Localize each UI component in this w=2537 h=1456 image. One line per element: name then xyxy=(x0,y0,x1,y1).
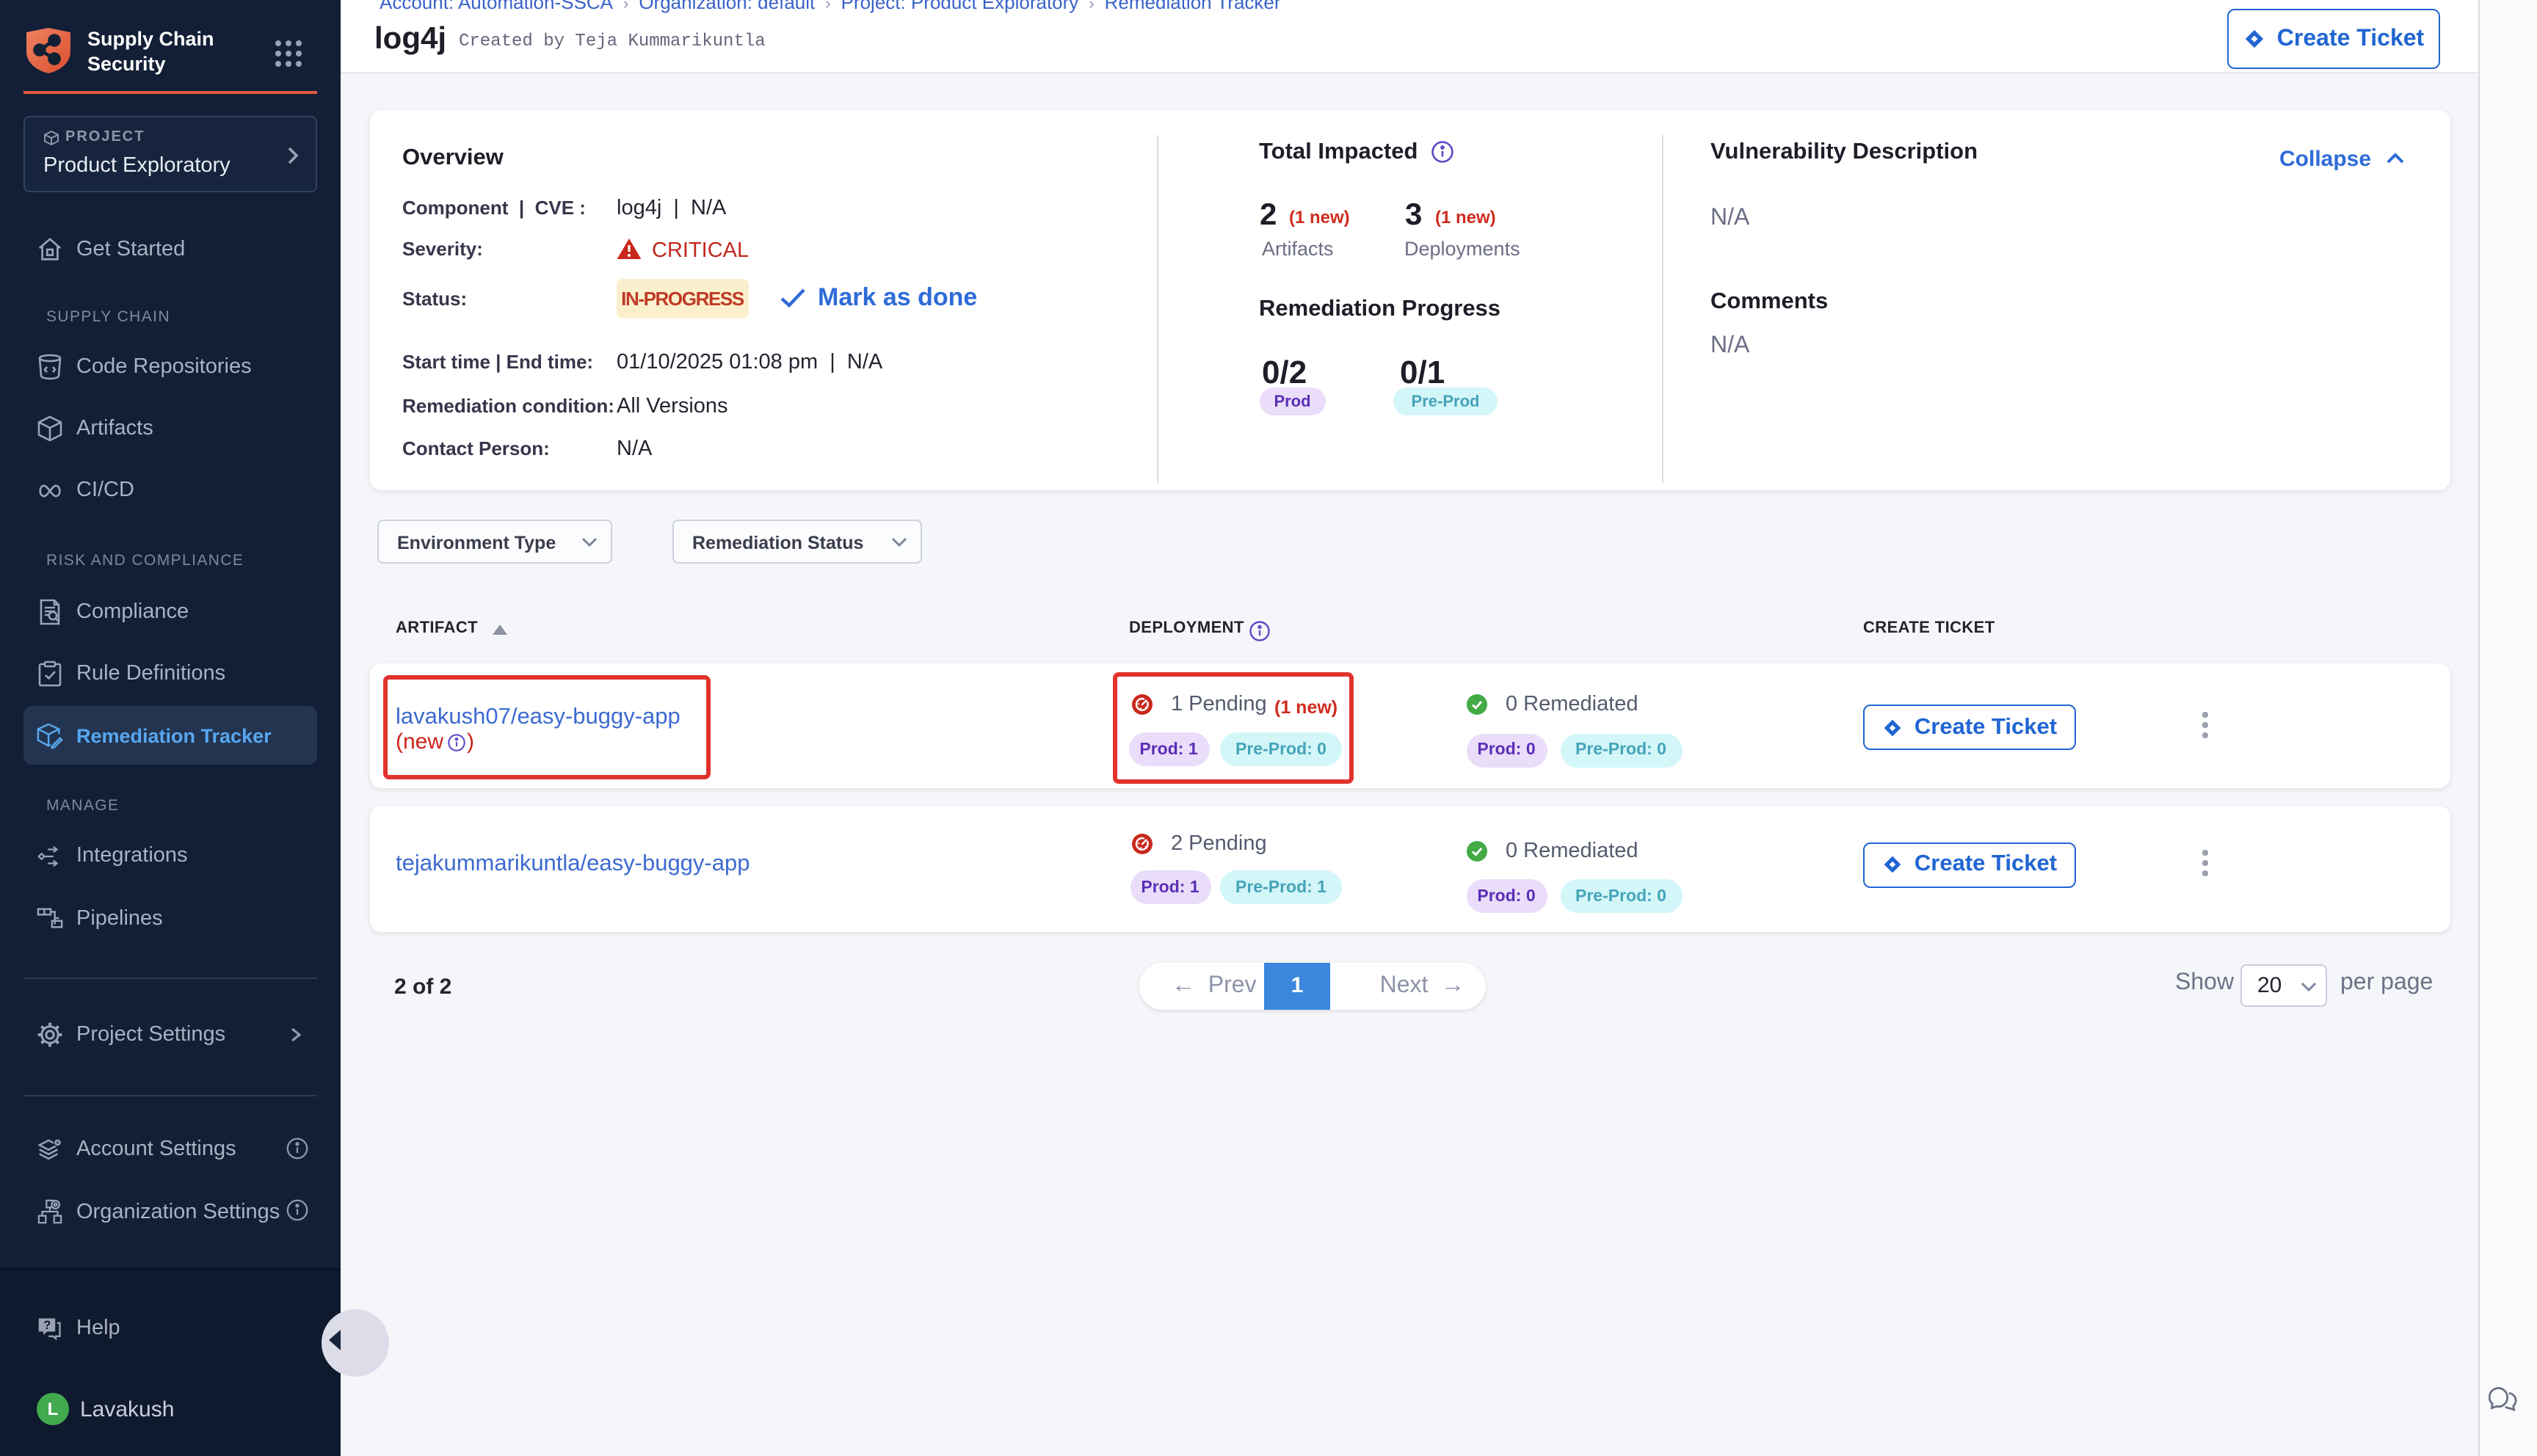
svg-text:?: ? xyxy=(43,1318,51,1331)
